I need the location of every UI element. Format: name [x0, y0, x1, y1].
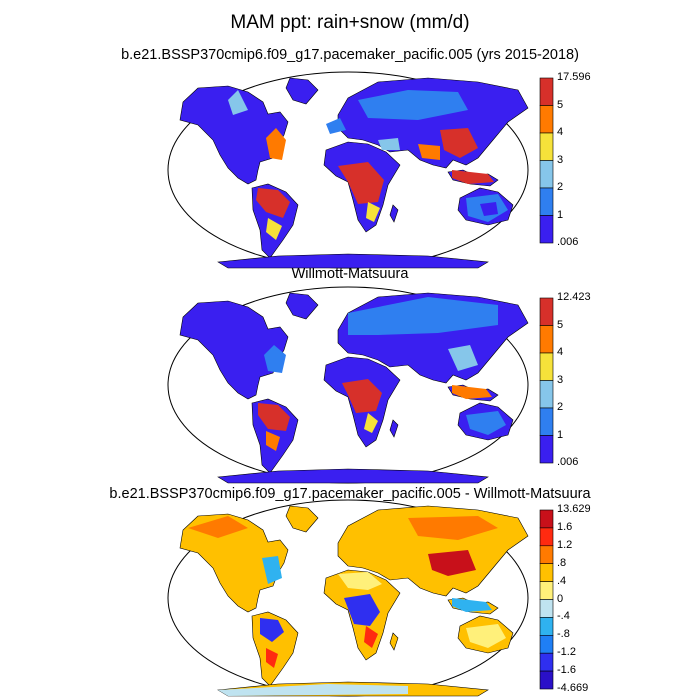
- colorbar-3-label: -1.6: [557, 664, 576, 677]
- colorbar-2-segment: [539, 435, 554, 464]
- colorbar-3-segment: [539, 509, 554, 529]
- colorbar-3-segment: [539, 670, 554, 690]
- colorbar-2-segment: [539, 407, 554, 436]
- panel-3-title: b.e21.BSSP370cmip6.f09_g17.pacemaker_pac…: [109, 486, 591, 502]
- panel-3-diff-patches: [188, 516, 506, 696]
- colorbar-1-segment: [539, 132, 554, 161]
- colorbar-1-label: 3: [557, 153, 564, 166]
- colorbar-2-segment: [539, 297, 554, 326]
- colorbar-2: [539, 297, 554, 464]
- colorbar-1-label: 5: [557, 98, 564, 111]
- colorbar-1: [539, 77, 554, 244]
- panel-1-title: b.e21.BSSP370cmip6.f09_g17.pacemaker_pac…: [121, 47, 579, 63]
- colorbar-3-segment: [539, 652, 554, 672]
- colorbar-2-label: 4: [557, 346, 564, 358]
- panel-3-map: [167, 499, 529, 697]
- colorbar-2-label: .006: [557, 456, 579, 468]
- colorbar-2-label: 3: [557, 373, 564, 386]
- colorbar-1-label: 4: [557, 126, 564, 138]
- colorbar-3-label: -4.669: [557, 682, 589, 694]
- colorbar-1-segment: [539, 187, 554, 216]
- colorbar-3: [539, 509, 554, 690]
- colorbar-3-label: -.8: [557, 628, 570, 641]
- colorbar-3-segment: [539, 545, 554, 564]
- colorbar-2-label: 12.423: [557, 291, 591, 303]
- panel-1-map: [167, 71, 529, 269]
- colorbar-3-label: 1.2: [557, 538, 573, 551]
- colorbar-3-label: -1.2: [557, 646, 576, 659]
- colorbar-1-label: 2: [557, 181, 564, 193]
- colorbar-3-label: .8: [557, 556, 567, 569]
- colorbar-1-segment: [539, 215, 554, 244]
- figure-title: MAM ppt: rain+snow (mm/d): [230, 12, 470, 33]
- panel-2-precip-patches: [258, 297, 506, 451]
- colorbar-1-segment: [539, 105, 554, 134]
- colorbar-2-segment: [539, 380, 554, 409]
- colorbar-3-label: 13.629: [557, 503, 591, 515]
- panel-2-map: [167, 286, 529, 484]
- colorbar-2-label: 5: [557, 318, 564, 331]
- colorbar-2-label: 1: [557, 428, 564, 441]
- colorbar-3-segment: [539, 581, 554, 600]
- colorbar-1-label: 1: [557, 208, 564, 221]
- colorbar-1-label: 17.596: [557, 71, 591, 83]
- panel-1-precip-patches: [228, 90, 508, 240]
- colorbar-3-segment: [539, 634, 554, 654]
- colorbar-2-label: 2: [557, 401, 564, 413]
- colorbar-1-segment: [539, 160, 554, 189]
- colorbar-3-segment: [539, 617, 554, 636]
- colorbar-3-label: -.4: [557, 610, 570, 623]
- colorbar-2-segment: [539, 325, 554, 354]
- colorbar-3-segment: [539, 599, 554, 618]
- colorbar-1-segment: [539, 77, 554, 106]
- panel-2-title: Willmott-Matsuura: [291, 266, 409, 282]
- colorbar-3-label: .4: [557, 574, 567, 587]
- colorbar-3-segment: [539, 563, 554, 582]
- colorbar-1-label: .006: [557, 236, 579, 248]
- colorbar-2-segment: [539, 352, 554, 381]
- colorbar-3-segment: [539, 527, 554, 547]
- colorbar-3-label: 1.6: [557, 520, 573, 533]
- colorbar-3-label: 0: [557, 592, 564, 605]
